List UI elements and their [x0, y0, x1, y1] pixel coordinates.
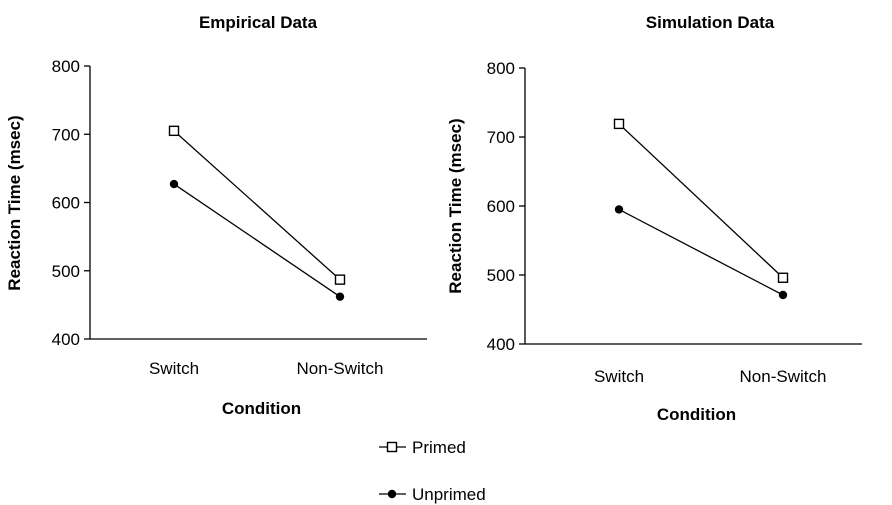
x-axis-title: Condition	[222, 399, 301, 418]
y-tick-label: 500	[487, 266, 515, 285]
y-axis-title: Reaction Time (msec)	[5, 115, 24, 290]
chart-empirical: Empirical Data 400 500 600 700 800 Switch Non-S…	[5, 13, 427, 418]
data-point-unprimed	[614, 205, 624, 214]
legend-label: Unprimed	[412, 485, 486, 504]
x-tick-label: Switch	[149, 359, 199, 378]
legend-label: Primed	[412, 438, 466, 457]
series-line-unprimed	[618, 208, 784, 296]
y-tick-label: 800	[487, 59, 515, 78]
series-line-primed	[173, 130, 341, 281]
legend: Primed Unprimed	[379, 438, 486, 504]
chart-title: Simulation Data	[646, 13, 775, 32]
data-point-unprimed	[778, 290, 788, 300]
y-axis-title: Reaction Time (msec)	[446, 118, 465, 293]
y-tick-label: 700	[487, 128, 515, 147]
series-line-primed	[618, 123, 784, 279]
series-line-unprimed	[173, 183, 341, 298]
y-tick-label: 400	[487, 335, 515, 354]
y-tick-label: 600	[487, 197, 515, 216]
chart-title: Empirical Data	[199, 13, 318, 32]
x-tick-label: Non-Switch	[297, 359, 384, 378]
data-point-unprimed	[335, 292, 345, 301]
data-point-primed	[334, 274, 346, 285]
data-point-unprimed	[169, 179, 179, 189]
y-tick-label: 500	[52, 262, 80, 281]
y-tick-label: 600	[52, 194, 80, 213]
y-tick-label: 800	[52, 57, 80, 76]
y-tick-label: 700	[52, 125, 80, 144]
data-point-primed	[777, 272, 789, 283]
x-axis-title: Condition	[657, 405, 736, 424]
chart-simulation: Simulation Data 400 500 600 700 800 Switch Non-…	[446, 13, 862, 424]
data-point-primed	[613, 118, 625, 130]
y-tick-label: 400	[52, 330, 80, 349]
legend-marker-primed	[386, 441, 398, 453]
x-tick-label: Non-Switch	[740, 367, 827, 386]
legend-marker-unprimed	[387, 489, 397, 499]
data-point-primed	[168, 125, 180, 137]
x-tick-label: Switch	[594, 367, 644, 386]
